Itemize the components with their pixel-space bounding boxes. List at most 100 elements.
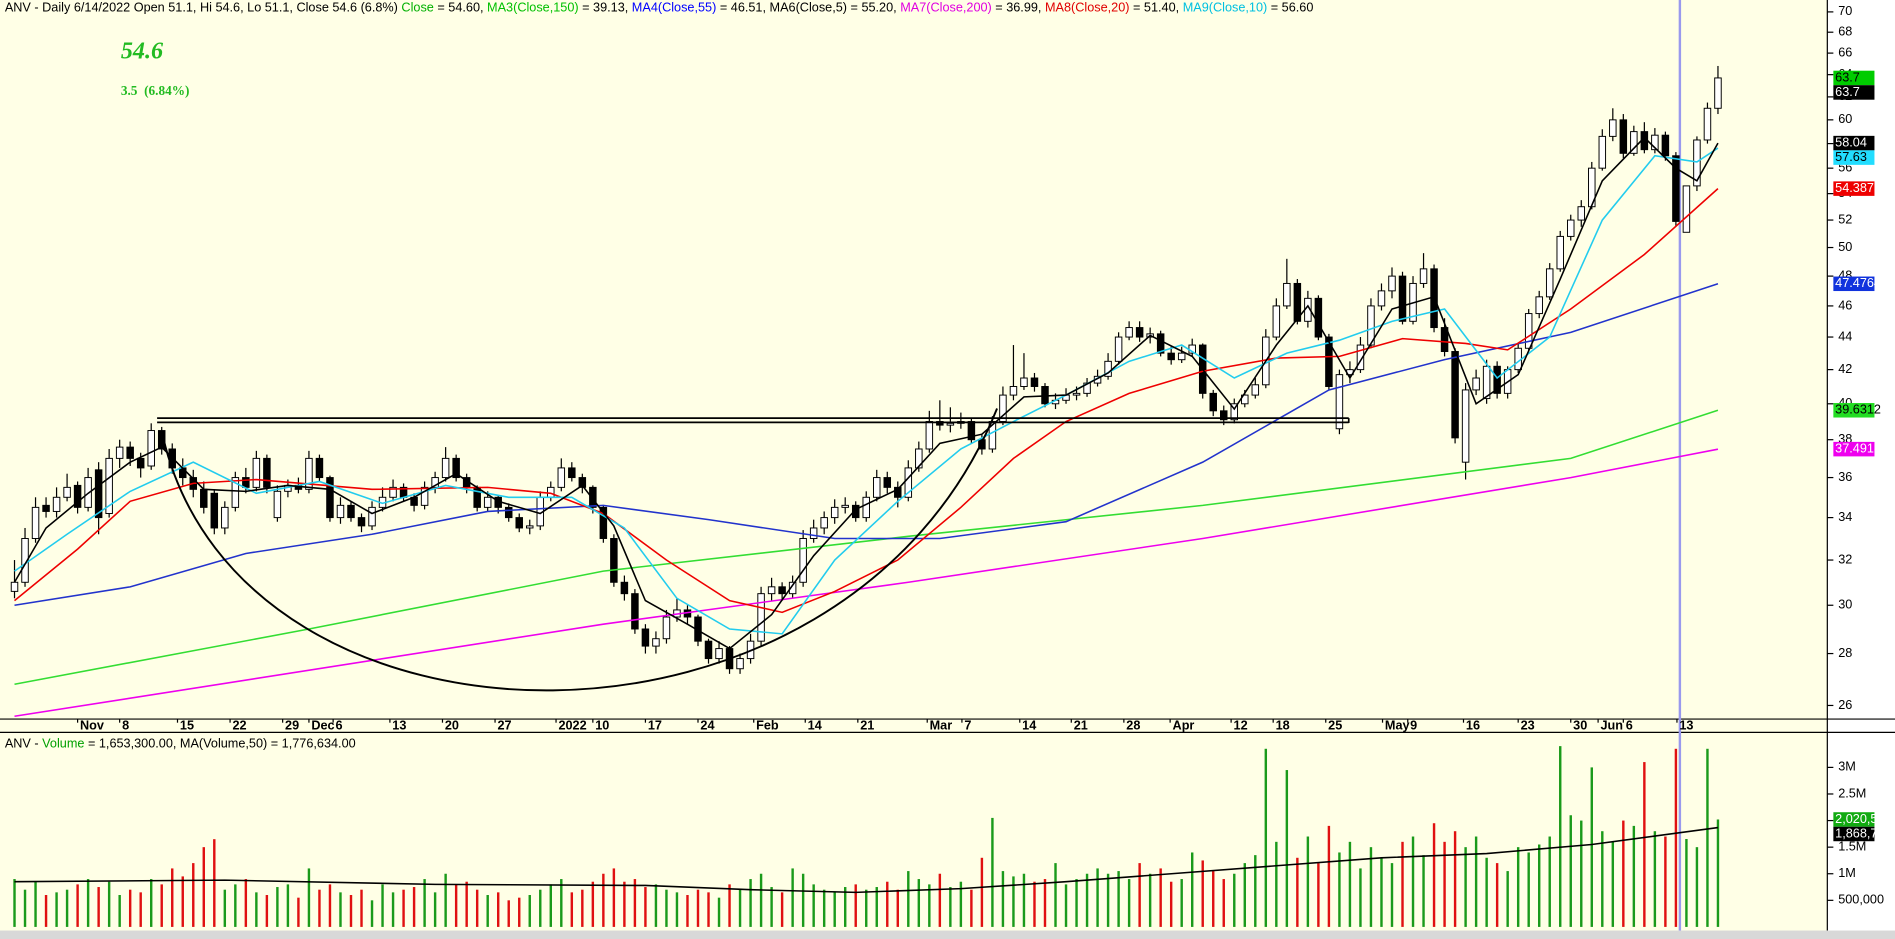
volume-bar [1569,815,1572,927]
volume-bar [980,857,984,927]
price-badge-label: 47.4764 [1835,276,1881,290]
x-tick-label: Dec [311,719,334,733]
volume-bar [55,892,58,927]
header-segment: MA7(Close,200) [900,1,992,15]
header-segment: = 56.60 [1267,1,1313,15]
candle-body [1545,268,1554,298]
volume-bar [486,895,489,927]
candle-body [652,638,660,647]
y-tick-label: 44 [1838,329,1852,343]
candle-body [1577,206,1586,221]
volume-bar [602,873,605,927]
x-tick-label: 28 [1126,719,1140,733]
volume-bar [1043,879,1047,927]
volume-bar [1559,746,1562,927]
volume-bar [1264,748,1268,927]
x-tick-label: 6 [1626,719,1633,733]
volume-bar [1022,873,1026,927]
candle-body [1682,185,1691,233]
candle-body [936,421,944,426]
volume-bar [1443,841,1446,927]
volume-bar [717,897,721,927]
price-badge-label: 2,020,500 [1835,812,1891,826]
candle-body [1377,290,1386,307]
volume-bar [128,889,132,927]
candle-body [809,527,818,539]
volume-bar [1338,852,1341,927]
moving-average [14,147,1719,635]
candle-body [568,467,576,479]
volume-bar [991,817,994,927]
volume-bar [23,889,27,927]
candle-body [841,504,849,508]
candle-body [157,430,166,450]
x-tick-label: 2022 [558,719,586,733]
header-segment: = 51.40, [1129,1,1182,15]
candle-body [431,477,439,488]
candle-body [1461,389,1470,463]
volume-bar [423,879,426,927]
sheet-tabs [0,930,1895,939]
volume-bar [675,892,679,927]
volume-bar [917,879,921,927]
marks [10,65,1722,927]
volume-bar [728,884,731,927]
candle-body [1451,351,1459,439]
volume-bar [297,897,300,927]
header-segment: MA6(Close,5) [770,1,847,15]
price-badge-label: 57.63 [1835,150,1867,164]
candle-body [336,504,345,519]
volume-bar [686,895,689,927]
volume-bar [139,892,142,927]
volume-bar [234,884,237,927]
volume-bar [1537,844,1541,927]
volume-bar [118,895,121,927]
price-badge [1833,441,1875,457]
price-badge [1833,403,1875,418]
candle-body [1630,131,1638,154]
candle-body [1104,360,1112,377]
candle-body [610,538,618,583]
volume-bar [192,863,195,927]
price-badge [1833,135,1875,151]
candle-body [136,457,145,469]
volume-bar [959,881,963,927]
candle-body [242,477,250,488]
candle-body [788,581,797,595]
candle-body [883,477,892,488]
candle-body [273,490,282,519]
candle-body [52,496,61,512]
header-segment: = 1,653,300.00, MA(Volume,50) = 1,776,63… [84,737,355,751]
price-badge-label: 54.3875 [1835,181,1881,195]
volume-bar [1716,819,1720,927]
volume-bar [591,881,595,927]
volume-bar [391,892,395,927]
volume-bar [202,847,205,927]
x-tick-label: 23 [1521,719,1535,733]
header-segment: = 46.51, [716,1,769,15]
y-tick-label: 50 [1838,240,1852,254]
volume-bar [1348,841,1352,927]
volume-bar [1359,868,1362,927]
candle-body [1009,386,1018,396]
candle-body [704,640,713,660]
volume-bar [854,884,857,927]
candle-body [767,586,776,595]
candle-body [1440,327,1449,353]
volume-bar [1422,855,1425,927]
candle-body [820,517,828,529]
moving-average [14,283,1719,606]
candle-body [946,422,955,426]
header-segment: = 36.99, [992,1,1045,15]
candle-body [357,517,366,527]
volume-bar [307,868,311,927]
volume-bar [1527,852,1530,927]
candle-body [862,496,870,519]
candle-body [978,439,986,450]
candle-body [757,593,765,642]
volume-bar [97,887,100,927]
x-tick-label: 9 [1410,719,1417,733]
volume-bar [581,889,584,927]
volume-bar [528,895,531,927]
